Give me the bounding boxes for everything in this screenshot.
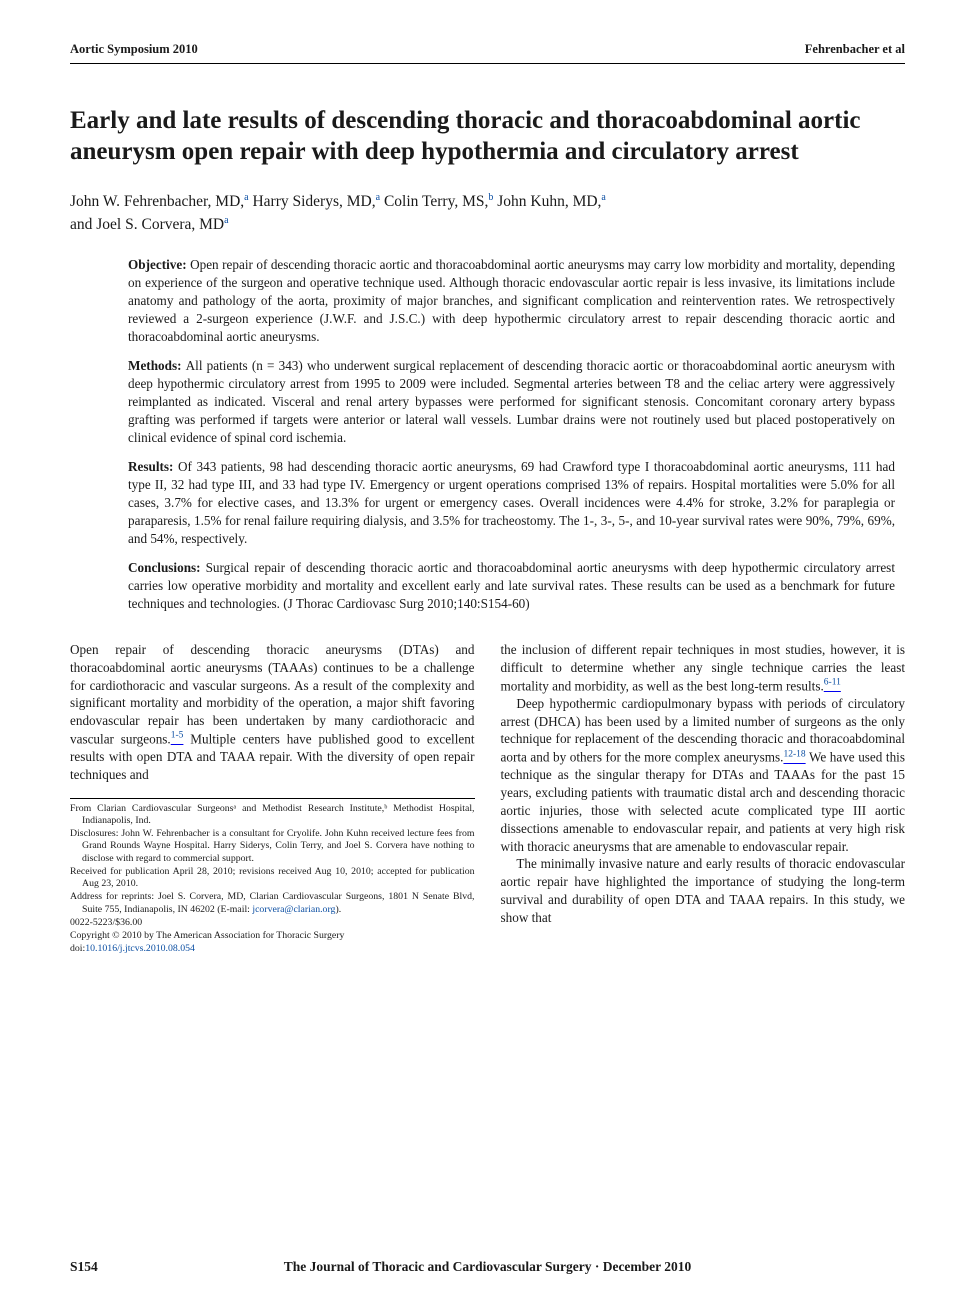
abstract-conclusions: Conclusions: Surgical repair of descendi… xyxy=(128,559,895,612)
author-3: Colin Terry, MS, xyxy=(384,193,488,210)
affil-sup: a xyxy=(244,192,248,203)
author-1: John W. Fehrenbacher, MD, xyxy=(70,193,244,210)
affil-sup: a xyxy=(224,215,228,226)
affil-sup: b xyxy=(488,192,493,203)
ref-sup: 6-11 xyxy=(824,678,841,688)
abstract-block: Objective: Open repair of descending tho… xyxy=(128,256,895,613)
citation-link[interactable]: 6-11 xyxy=(824,678,841,693)
affiliation-link-b[interactable]: b xyxy=(488,193,493,210)
body-paragraph: The minimally invasive nature and early … xyxy=(501,855,906,926)
affiliation-link-a[interactable]: a xyxy=(376,193,380,210)
methods-text: All patients (n = 343) who underwent sur… xyxy=(128,358,895,444)
page-number: S154 xyxy=(70,1259,98,1275)
page-footer: S154 The Journal of Thoracic and Cardiov… xyxy=(70,1259,905,1275)
footnote-address: Address for reprints: Joel S. Corvera, M… xyxy=(70,891,475,915)
affiliation-link-a[interactable]: a xyxy=(224,216,228,233)
footnote-from: From Clarian Cardiovascular Surgeonsᵃ an… xyxy=(70,803,475,827)
address-close: ). xyxy=(335,904,341,915)
affiliation-link-a[interactable]: a xyxy=(601,193,605,210)
column-left: Open repair of descending thoracic aneur… xyxy=(70,641,475,957)
ref-sup: 1-5 xyxy=(171,731,184,741)
footer-text: The Journal of Thoracic and Cardiovascul… xyxy=(284,1259,692,1274)
author-4: John Kuhn, MD, xyxy=(497,193,601,210)
abstract-methods: Methods: All patients (n = 343) who unde… xyxy=(128,357,895,446)
footnote-disclosures: Disclosures: John W. Fehrenbacher is a c… xyxy=(70,828,475,865)
objective-text: Open repair of descending thoracic aorti… xyxy=(128,257,895,343)
methods-label: Methods: xyxy=(128,358,186,373)
conclusions-text: Surgical repair of descending thoracic a… xyxy=(128,560,895,611)
footnote-copyright: Copyright © 2010 by The American Associa… xyxy=(70,930,475,942)
affil-sup: a xyxy=(601,192,605,203)
abstract-results: Results: Of 343 patients, 98 had descend… xyxy=(128,458,895,547)
author-list: John W. Fehrenbacher, MD,a Harry Siderys… xyxy=(70,191,905,236)
objective-label: Objective: xyxy=(128,257,190,272)
results-label: Results: xyxy=(128,459,178,474)
running-header: Aortic Symposium 2010 Fehrenbacher et al xyxy=(70,42,905,64)
citation-link[interactable]: 12-18 xyxy=(783,750,805,765)
running-header-right: Fehrenbacher et al xyxy=(805,42,905,57)
doi-label: doi: xyxy=(70,943,85,954)
column-right: the inclusion of different repair techni… xyxy=(501,641,906,957)
body-columns: Open repair of descending thoracic aneur… xyxy=(70,641,905,957)
body-paragraph: Deep hypothermic cardiopulmonary bypass … xyxy=(501,695,906,856)
footnote-issn: 0022-5223/$36.00 xyxy=(70,917,475,929)
affiliation-link-a[interactable]: a xyxy=(244,193,248,210)
results-text: Of 343 patients, 98 had descending thora… xyxy=(128,459,895,545)
ref-sup: 12-18 xyxy=(783,749,805,759)
conclusions-label: Conclusions: xyxy=(128,560,206,575)
article-title: Early and late results of descending tho… xyxy=(70,106,905,167)
body-paragraph: the inclusion of different repair techni… xyxy=(501,641,906,695)
body-text: We have used this technique as the singu… xyxy=(501,750,906,854)
body-paragraph: Open repair of descending thoracic aneur… xyxy=(70,641,475,784)
doi-link[interactable]: 10.1016/j.jtcvs.2010.08.054 xyxy=(85,943,195,954)
author-2: Harry Siderys, MD, xyxy=(252,193,375,210)
abstract-objective: Objective: Open repair of descending tho… xyxy=(128,256,895,345)
footnotes-block: From Clarian Cardiovascular Surgeonsᵃ an… xyxy=(70,798,475,956)
footnote-received: Received for publication April 28, 2010;… xyxy=(70,866,475,890)
body-text: the inclusion of different repair techni… xyxy=(501,642,906,693)
author-and: and xyxy=(70,216,96,233)
citation-link[interactable]: 1-5 xyxy=(171,731,184,746)
running-header-left: Aortic Symposium 2010 xyxy=(70,42,198,57)
author-5: Joel S. Corvera, MD xyxy=(96,216,224,233)
reprint-email-link[interactable]: jcorvera@clarian.org xyxy=(252,904,335,915)
footnote-doi: doi:10.1016/j.jtcvs.2010.08.054 xyxy=(70,943,475,955)
affil-sup: a xyxy=(376,192,380,203)
